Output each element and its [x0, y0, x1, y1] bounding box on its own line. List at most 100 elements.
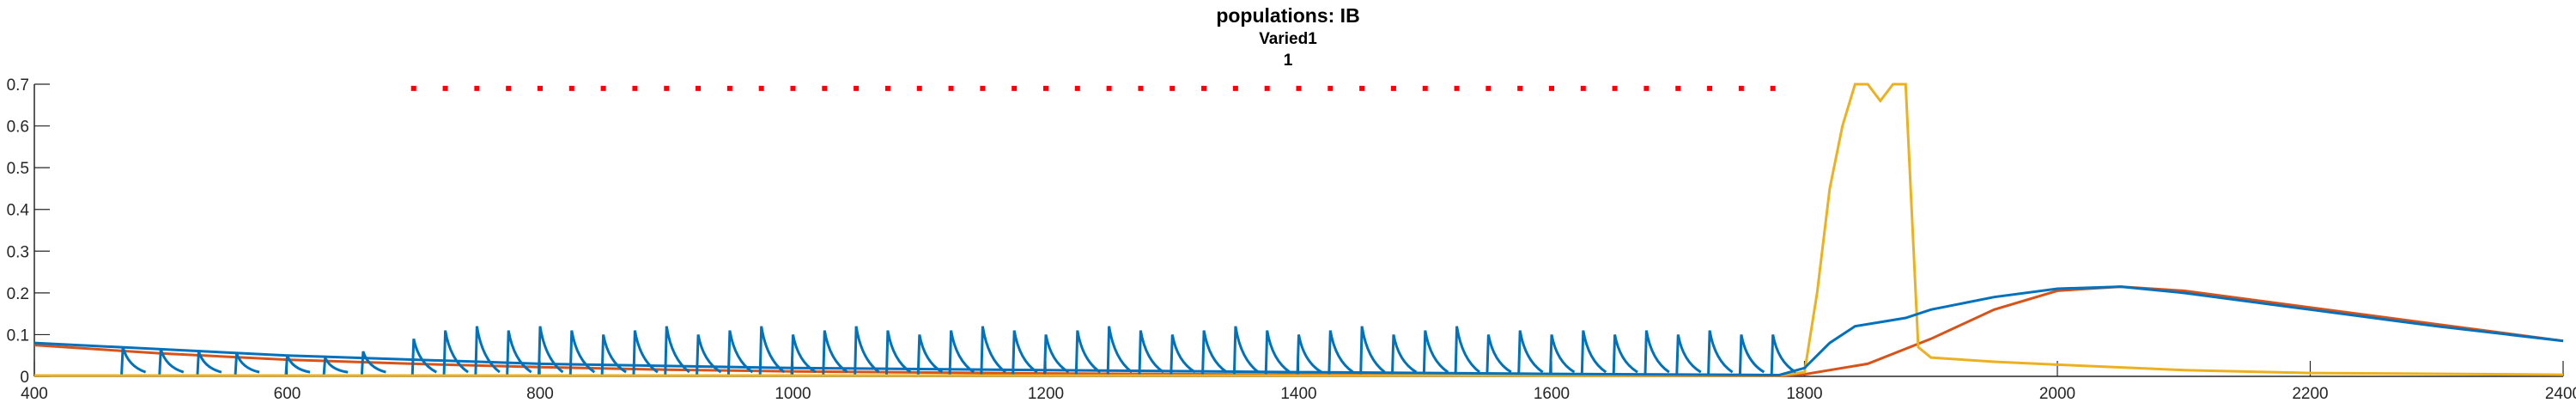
- series-blue-spike: [538, 326, 564, 375]
- x-tick-label: 800: [526, 385, 554, 403]
- chart-subtitle-2: 1: [1284, 52, 1293, 70]
- series-blue-spike: [284, 355, 311, 375]
- stimulus-marker: [1012, 85, 1018, 91]
- series-blue-spike: [234, 352, 260, 375]
- series-blue-spike: [980, 326, 1006, 375]
- series-blue-spike: [1043, 334, 1070, 375]
- stimulus-marker: [1074, 85, 1080, 91]
- stimulus-marker: [884, 85, 890, 91]
- x-tick-label: 1000: [775, 385, 811, 403]
- series-layer: [33, 82, 2564, 378]
- stimulus-marker: [1138, 85, 1144, 91]
- series-blue-spike: [1138, 330, 1164, 375]
- x-tick-label: 1800: [1786, 385, 1822, 403]
- series-blue-spike: [568, 330, 596, 375]
- stimulus-marker: [758, 85, 764, 91]
- series-blue-spike: [854, 326, 880, 375]
- stimulus-marker: [696, 85, 702, 91]
- y-tick-label: 0.2: [7, 285, 29, 303]
- stimulus-markers: [410, 85, 1776, 91]
- series-blue-line: [33, 285, 2564, 377]
- series-blue-spike: [1327, 330, 1354, 375]
- series-blue-spike: [1580, 330, 1607, 375]
- series-blue-spike: [1549, 334, 1576, 375]
- stimulus-marker: [1201, 85, 1207, 91]
- stimulus-marker: [1580, 85, 1586, 91]
- stimulus-marker: [1643, 85, 1649, 91]
- series-blue-spike: [410, 338, 438, 375]
- stimulus-marker: [506, 85, 512, 91]
- series-blue-spike: [790, 334, 817, 375]
- series-blue-spike: [1643, 330, 1670, 375]
- y-tick-label: 0.3: [7, 243, 29, 261]
- series-blue-spike: [1359, 326, 1386, 375]
- series-blue-spike: [758, 326, 786, 375]
- x-tick-label: 1600: [1534, 385, 1570, 403]
- series-blue-spike: [1422, 330, 1449, 375]
- stimulus-marker: [442, 85, 448, 91]
- series-blue-spike: [506, 330, 532, 375]
- chart-title: populations: IB: [1216, 4, 1359, 27]
- stimulus-marker: [854, 85, 860, 91]
- y-tick-label: 0.7: [7, 76, 29, 95]
- axes: 400 600 800 1000 1200 1400 1600 1800 2000 2200 240…: [7, 76, 2576, 403]
- series-yellow-line: [34, 82, 2564, 377]
- series-blue-spike: [1264, 330, 1291, 375]
- stimulus-marker: [980, 85, 986, 91]
- stimulus-marker: [1170, 85, 1176, 91]
- x-tick-label: 1200: [1028, 385, 1064, 403]
- stimulus-marker: [1359, 85, 1365, 91]
- stimulus-marker: [568, 85, 574, 91]
- series-blue-spike: [1074, 330, 1102, 375]
- y-tick-label: 0.1: [7, 327, 29, 345]
- series-blue-spike: [1707, 330, 1734, 375]
- series-blue-spike: [696, 334, 722, 375]
- stimulus-marker: [1770, 85, 1776, 91]
- stimulus-marker: [1264, 85, 1270, 91]
- series-blue-spike: [1738, 334, 1765, 375]
- stimulus-marker: [1675, 85, 1681, 91]
- series-blue-spike: [726, 330, 754, 375]
- stimulus-marker: [1422, 85, 1428, 91]
- y-tick-label: 0.6: [7, 119, 29, 137]
- series-blue-spike: [1770, 334, 1797, 375]
- series-blue-spike: [1012, 330, 1038, 375]
- y-tick-label: 0.4: [7, 202, 30, 220]
- series-blue-spike: [885, 330, 912, 375]
- series-blue-spike: [664, 326, 690, 375]
- stimulus-marker: [822, 85, 828, 91]
- series-blue-spike: [120, 346, 147, 375]
- stimulus-marker: [948, 85, 954, 91]
- stimulus-marker: [632, 85, 638, 91]
- series-blue-spike: [474, 326, 501, 375]
- series-blue-spike: [948, 330, 975, 375]
- series-blue-spike: [1106, 326, 1133, 375]
- stimulus-marker: [1612, 85, 1618, 91]
- stimulus-marker: [1738, 85, 1744, 91]
- stimulus-marker: [726, 85, 732, 91]
- stimulus-marker: [1454, 85, 1460, 91]
- series-blue-spike: [1675, 334, 1702, 375]
- series-blue-spike: [822, 330, 848, 375]
- stimulus-marker: [1390, 85, 1396, 91]
- series-blue-spike: [1454, 326, 1481, 375]
- stimulus-marker: [664, 85, 670, 91]
- series-blue-spike: [1612, 334, 1638, 375]
- stimulus-marker: [1106, 85, 1112, 91]
- chart-subtitle-1: Varied1: [1259, 30, 1317, 48]
- stimulus-marker: [538, 85, 543, 91]
- series-blue-spike: [196, 351, 222, 375]
- series-blue-spike: [322, 357, 349, 375]
- series-blue-spike: [1485, 334, 1512, 375]
- series-blue-spike: [600, 334, 627, 375]
- x-tick-label: 2000: [2039, 385, 2075, 403]
- series-blue-spike: [360, 351, 386, 375]
- series-blue-spike: [1391, 334, 1418, 375]
- stimulus-marker: [790, 85, 796, 91]
- series-blue-spike: [442, 330, 469, 375]
- stimulus-marker: [600, 85, 606, 91]
- series-blue-spike: [1201, 330, 1228, 375]
- series-blue-spike: [1170, 334, 1196, 375]
